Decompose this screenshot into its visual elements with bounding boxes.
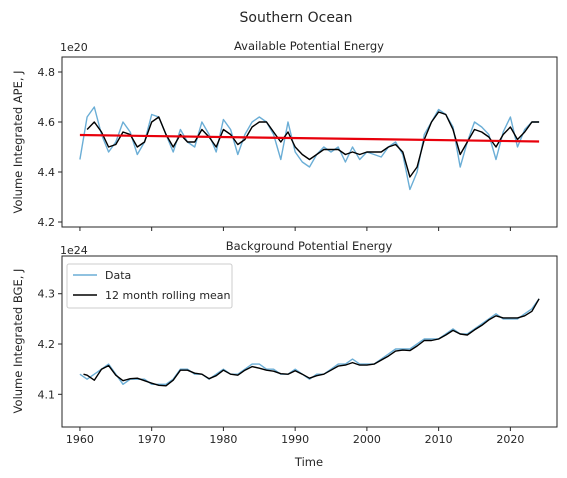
bge-x-tick-label: 1980 <box>209 433 237 446</box>
bge-scale-label: 1e24 <box>60 244 88 257</box>
x-axis-label: Time <box>294 455 323 469</box>
bge-x-tick-label: 2010 <box>425 433 453 446</box>
legend: Data 12 month rolling mean <box>66 263 233 309</box>
bge-x-tick-label: 1970 <box>138 433 166 446</box>
bge-ylabel: Volume Integrated BGE, J <box>11 269 25 414</box>
bge-title: Background Potential Energy <box>226 239 393 253</box>
ape-y-tick-label: 4.6 <box>38 116 56 129</box>
legend-data-label: Data <box>105 269 131 282</box>
ape-scale-label: 1e20 <box>60 41 88 54</box>
figure-suptitle: Southern Ocean <box>240 10 353 26</box>
ape-ylabel: Volume Integrated APE, J <box>11 70 25 213</box>
ape-linear-trend-line <box>79 133 540 143</box>
bge-x-tick-label: 1990 <box>281 433 309 446</box>
ape-y-tick-label: 4.8 <box>38 66 56 79</box>
ape-y-tick-label: 4.2 <box>38 216 56 229</box>
ape-plot-area: 4.2 4.4 4.6 4.8 <box>38 56 558 231</box>
bge-rolling-mean-line <box>83 298 540 387</box>
bge-y-tick-label: 4.3 <box>38 288 56 301</box>
ape-axes-frame <box>61 56 558 228</box>
ape-data-series-line <box>79 106 540 191</box>
bge-x-tick-label: 2000 <box>353 433 381 446</box>
legend-frame <box>66 263 233 309</box>
bge-x-tick-label: 2020 <box>496 433 524 446</box>
bge-x-tick-label: 1960 <box>66 433 94 446</box>
ape-y-tick-label: 4.4 <box>38 166 56 179</box>
bge-plot-area: 1960 1970 1980 1990 2000 2010 2020 4.1 4.2 4.3 <box>38 255 558 446</box>
bge-panel: Background Potential Energy 1e24 Volume … <box>11 239 558 446</box>
ape-panel: Available Potential Energy 1e20 Volume I… <box>11 39 558 231</box>
legend-rolling-label: 12 month rolling mean <box>105 289 231 302</box>
bge-axes-frame <box>61 255 558 428</box>
bge-y-tick-label: 4.2 <box>38 338 56 351</box>
bge-data-series-line <box>79 298 540 386</box>
ape-rolling-mean-line <box>86 111 540 178</box>
bge-y-tick-label: 4.1 <box>38 388 56 401</box>
ape-title: Available Potential Energy <box>234 39 384 53</box>
